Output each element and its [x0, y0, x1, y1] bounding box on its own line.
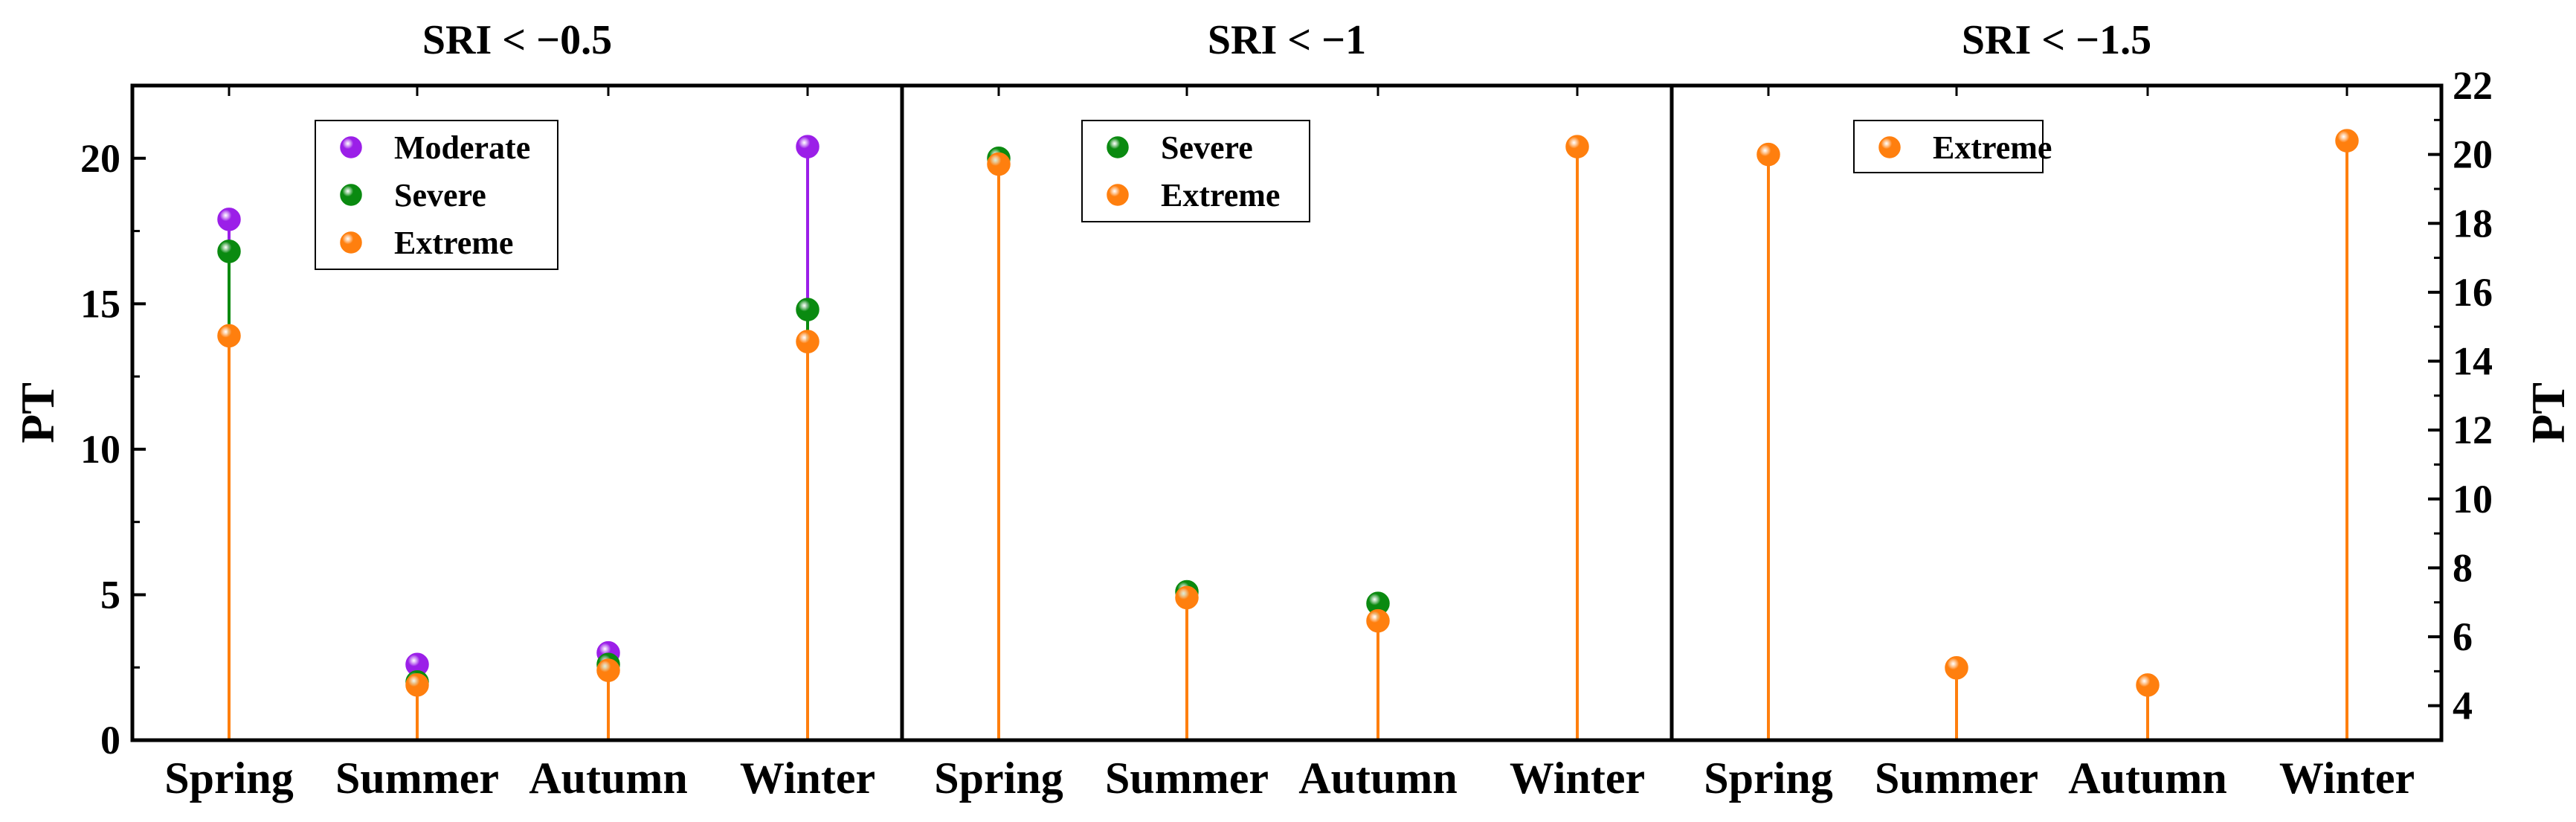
- category-label-autumn: Autumn: [1298, 754, 1457, 803]
- category-label-summer: Summer: [1875, 754, 2038, 803]
- point-moderate-winter-panel-1: [796, 135, 820, 158]
- point-extreme-autumn-panel-1: [596, 658, 620, 682]
- point-extreme-spring-panel-3: [1756, 142, 1780, 167]
- right-axis-tick-label: 12: [2453, 408, 2493, 452]
- right-axis-tick-label: 22: [2453, 63, 2493, 108]
- point-extreme-spring-panel-1: [217, 324, 241, 348]
- right-axis-title: PT: [2522, 382, 2575, 443]
- category-label-summer: Summer: [1105, 754, 1269, 803]
- category-label-summer: Summer: [335, 754, 499, 803]
- right-axis-tick-label: 4: [2453, 684, 2473, 728]
- point-extreme-summer-panel-1: [405, 672, 429, 697]
- panel-frame-3: [1669, 83, 2444, 742]
- category-label-autumn: Autumn: [529, 754, 687, 803]
- right-axis-tick-label: 18: [2453, 201, 2493, 245]
- right-axis-tick-label: 10: [2453, 477, 2493, 521]
- point-extreme-summer-panel-2: [1175, 585, 1199, 610]
- category-label-winter: Winter: [740, 754, 875, 803]
- legend-marker-severe: [1107, 136, 1129, 158]
- category-label-spring: Spring: [934, 754, 1063, 803]
- category-label-winter: Winter: [1510, 754, 1645, 803]
- legend-marker-extreme: [1878, 136, 1901, 158]
- left-axis-tick-label: 0: [100, 718, 120, 762]
- point-extreme-autumn-panel-3: [2136, 673, 2160, 697]
- panel-title-1: SRI < −0.5: [422, 17, 612, 63]
- point-moderate-spring-panel-1: [217, 208, 241, 231]
- left-axis-title: PT: [11, 382, 64, 443]
- legend-marker-moderate: [340, 136, 362, 158]
- category-label-autumn: Autumn: [2068, 754, 2226, 803]
- right-axis-tick-label: 20: [2453, 132, 2493, 177]
- point-extreme-winter-panel-1: [796, 330, 820, 353]
- legend-label-extreme: Extreme: [394, 225, 513, 261]
- right-axis-tick-label: 8: [2453, 545, 2473, 590]
- right-axis-tick-label: 6: [2453, 614, 2473, 659]
- legend-label-extreme: Extreme: [1161, 177, 1280, 213]
- category-label-spring: Spring: [1704, 754, 1832, 803]
- panel-title-3: SRI < −1.5: [1962, 17, 2151, 63]
- left-axis-tick-label: 10: [80, 427, 120, 472]
- legend-label-severe: Severe: [1161, 129, 1253, 166]
- legend-label-severe: Severe: [394, 177, 486, 213]
- legend-label-extreme: Extreme: [1933, 129, 2052, 166]
- point-extreme-autumn-panel-2: [1366, 609, 1390, 633]
- legend-label-moderate: Moderate: [394, 129, 530, 166]
- left-axis-tick-label: 5: [100, 572, 120, 617]
- category-label-winter: Winter: [2279, 754, 2415, 803]
- legend-marker-severe: [340, 184, 362, 206]
- right-axis-tick-label: 16: [2453, 270, 2493, 315]
- point-extreme-winter-panel-3: [2335, 129, 2359, 152]
- right-axis-tick-label: 14: [2453, 339, 2493, 384]
- point-severe-spring-panel-1: [217, 240, 241, 263]
- legend-marker-extreme: [1107, 184, 1129, 206]
- point-severe-winter-panel-1: [796, 298, 820, 321]
- left-axis-tick-label: 15: [80, 281, 120, 326]
- category-label-spring: Spring: [164, 754, 293, 803]
- point-extreme-summer-panel-3: [1945, 655, 1968, 680]
- point-extreme-spring-panel-2: [987, 152, 1011, 176]
- panel-title-2: SRI < −1: [1208, 17, 1366, 63]
- left-axis-tick-label: 20: [80, 136, 120, 181]
- point-extreme-winter-panel-2: [1565, 135, 1589, 158]
- legend-marker-extreme: [340, 231, 362, 254]
